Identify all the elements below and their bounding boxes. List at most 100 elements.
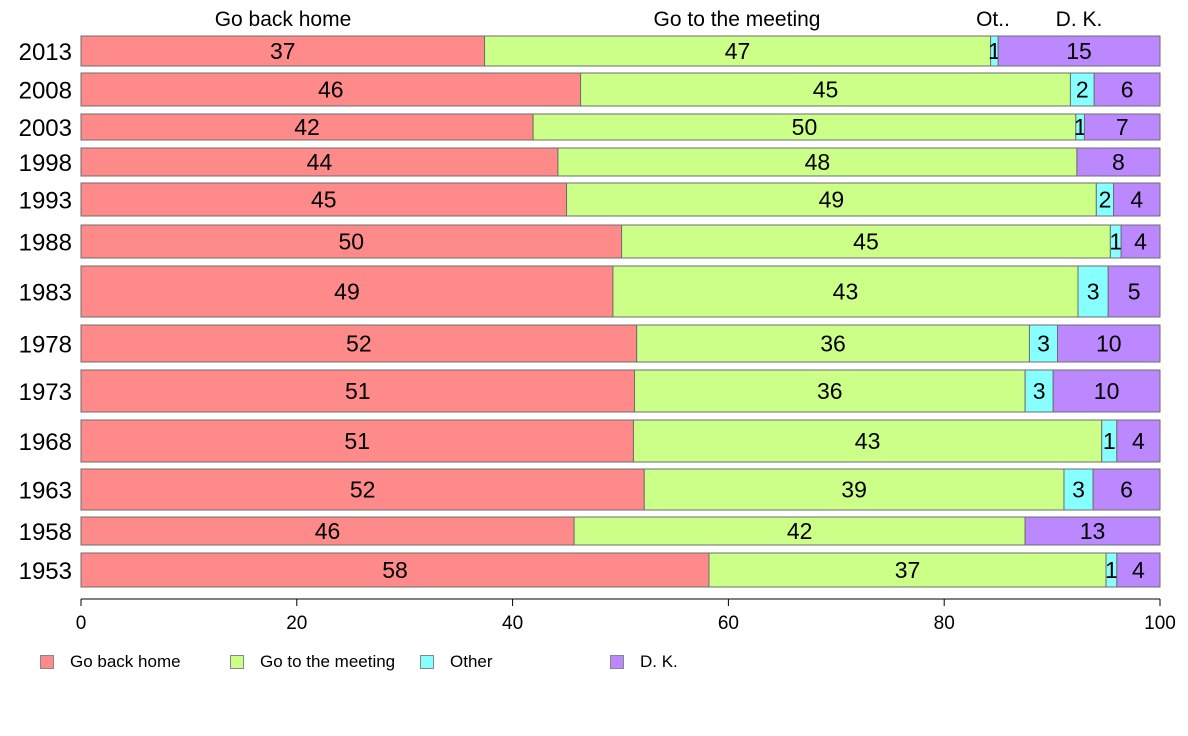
- legend-swatch: [40, 655, 54, 669]
- legend-item-other: Other: [420, 652, 493, 672]
- bar-segment: [997, 35, 1161, 67]
- data-label: 2: [1099, 187, 1112, 213]
- legend-label: Go to the meeting: [260, 652, 396, 671]
- data-label: 1: [988, 38, 1001, 64]
- data-label: 39: [841, 477, 867, 503]
- category-label: 2003: [19, 115, 72, 142]
- legend-swatch: [420, 655, 434, 669]
- bar-segment: [1107, 265, 1161, 318]
- data-label: 4: [1132, 557, 1145, 583]
- top-column-label: Ot..: [976, 8, 1010, 31]
- bar-segment: [80, 72, 582, 107]
- bar-segment: [1116, 552, 1161, 588]
- category-label: 1993: [19, 188, 72, 215]
- data-label: 43: [855, 428, 881, 454]
- data-label: 3: [1037, 331, 1050, 357]
- bar-segment: [532, 113, 1077, 141]
- category-label: 2008: [19, 78, 72, 105]
- data-label: 46: [318, 77, 344, 103]
- category-label: 1953: [19, 558, 72, 585]
- data-label: 3: [1087, 279, 1100, 305]
- data-label: 36: [820, 331, 846, 357]
- data-label: 44: [307, 149, 333, 175]
- data-label: 42: [787, 518, 813, 544]
- data-label: 4: [1134, 229, 1147, 255]
- data-label: 51: [345, 378, 371, 404]
- top-column-label: D. K.: [1056, 8, 1103, 31]
- category-label: 1973: [19, 379, 72, 406]
- bar-segment: [484, 35, 992, 67]
- legend-item-dk: D. K.: [610, 652, 678, 672]
- bar-segment: [80, 265, 614, 318]
- bar-segment: [1092, 468, 1161, 511]
- bar-segment: [643, 468, 1065, 511]
- bar-segment: [1063, 468, 1094, 511]
- legend-swatch: [610, 655, 624, 669]
- bar-segment: [612, 265, 1079, 318]
- data-label: 4: [1132, 428, 1145, 454]
- bar-segment: [1024, 516, 1161, 546]
- data-label: 3: [1033, 378, 1046, 404]
- bar-segment: [1093, 72, 1161, 107]
- bar-segment: [80, 324, 638, 363]
- category-label: 1998: [19, 150, 72, 177]
- data-label: 45: [853, 229, 879, 255]
- data-label: 37: [895, 557, 921, 583]
- data-label: 43: [833, 279, 859, 305]
- bar-segment: [80, 224, 623, 259]
- data-label: 8: [1112, 149, 1125, 175]
- bar-segment: [1024, 369, 1054, 413]
- bar-segment: [1028, 324, 1058, 363]
- bar-segment: [80, 468, 645, 511]
- data-label: 7: [1116, 114, 1129, 140]
- data-label: 1: [1109, 229, 1122, 255]
- data-label: 45: [813, 77, 839, 103]
- data-label: 52: [346, 331, 372, 357]
- data-label: 36: [817, 378, 843, 404]
- data-label: 42: [294, 114, 320, 140]
- category-label: 1958: [19, 519, 72, 546]
- legend-label: Go back home: [70, 652, 181, 671]
- top-column-label: Go to the meeting: [654, 8, 821, 31]
- bar-segment: [1116, 419, 1161, 463]
- data-label: 1: [1103, 428, 1116, 454]
- data-label: 5: [1128, 279, 1141, 305]
- bar-segment: [1120, 224, 1161, 259]
- legend-item-go-to-the-meeting: Go to the meeting: [230, 652, 395, 672]
- data-label: 37: [270, 38, 296, 64]
- data-label: 1: [1105, 557, 1118, 583]
- bar-segment: [708, 552, 1107, 588]
- x-tick-label: 0: [76, 613, 87, 634]
- legend-swatch: [230, 655, 244, 669]
- data-label: 6: [1120, 477, 1133, 503]
- data-label: 50: [792, 114, 818, 140]
- data-label: 2: [1076, 77, 1089, 103]
- x-tick-label: 40: [502, 613, 523, 634]
- category-label: 1983: [19, 280, 72, 307]
- data-label: 48: [805, 149, 831, 175]
- legend-label: D. K.: [640, 652, 678, 671]
- data-label: 1: [1074, 114, 1087, 140]
- bar-segment: [80, 35, 486, 67]
- bar-segment: [1083, 113, 1161, 141]
- legend-item-go-back-home: Go back home: [40, 652, 181, 672]
- x-tick-label: 100: [1144, 613, 1176, 634]
- bar-segment: [1056, 324, 1161, 363]
- data-label: 51: [344, 428, 370, 454]
- bar-segment: [566, 182, 1097, 217]
- bar-segment: [80, 516, 575, 546]
- x-tick-label: 80: [934, 613, 955, 634]
- top-column-label: Go back home: [215, 8, 352, 31]
- bar-segment: [80, 113, 534, 141]
- bar-segment: [573, 516, 1026, 546]
- data-label: 52: [350, 477, 376, 503]
- data-label: 50: [338, 229, 364, 255]
- x-tick-label: 60: [718, 613, 739, 634]
- bar-segment: [1113, 182, 1161, 217]
- bar-segment: [80, 552, 710, 588]
- bar-segment: [80, 182, 568, 217]
- bar-segment: [634, 369, 1026, 413]
- data-label: 49: [819, 187, 845, 213]
- category-label: 1963: [19, 478, 72, 505]
